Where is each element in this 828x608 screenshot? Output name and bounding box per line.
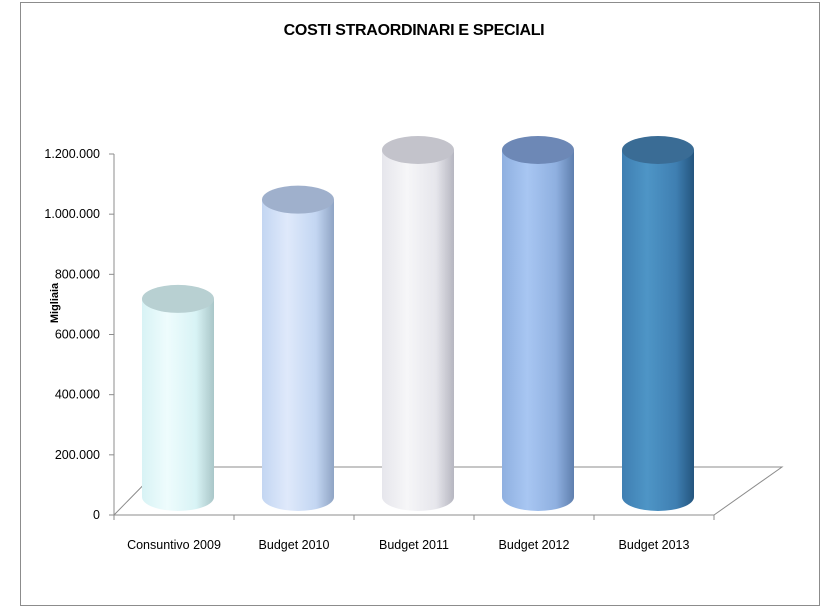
chart-title: COSTI STRAORDINARI E SPECIALI: [283, 22, 545, 39]
y-tick-label: 400.000: [55, 388, 100, 402]
bar-body: [382, 150, 454, 511]
x-tick-label: Consuntivo 2009: [127, 538, 221, 552]
bar: [502, 136, 574, 511]
bar: [622, 136, 694, 511]
y-tick-label: 800.000: [55, 267, 100, 281]
x-tick-label: Budget 2011: [379, 538, 449, 552]
x-axis-labels: Consuntivo 2009 Budget 2010 Budget 2011 Bud…: [127, 538, 689, 552]
y-tick-label: 1.200.000: [44, 147, 100, 161]
bar-top: [382, 136, 454, 164]
y-tick-label: 0: [93, 508, 100, 522]
bar-body: [262, 199, 334, 511]
bars: [142, 136, 694, 511]
x-tick-label: Budget 2010: [259, 538, 330, 552]
bar-body: [142, 298, 214, 511]
x-tick-label: Budget 2012: [499, 538, 570, 552]
bar: [262, 185, 334, 511]
bar: [382, 136, 454, 511]
y-axis-label: Migliaia: [49, 282, 61, 323]
bar: [142, 284, 214, 511]
y-tick-label: 200.000: [55, 448, 100, 462]
bar-body: [622, 150, 694, 511]
bar-top: [262, 185, 334, 214]
bar-top: [502, 136, 574, 164]
bar-top: [142, 284, 214, 313]
y-tick-label: 1.000.000: [44, 207, 100, 221]
y-axis: 0 200.000 400.000 600.000 800.000 1.000.000 1.…: [44, 147, 715, 522]
bar-top: [622, 136, 694, 164]
bar-body: [502, 150, 574, 511]
x-tick-label: Budget 2013: [619, 538, 690, 552]
y-tick-label: 600.000: [55, 328, 100, 342]
